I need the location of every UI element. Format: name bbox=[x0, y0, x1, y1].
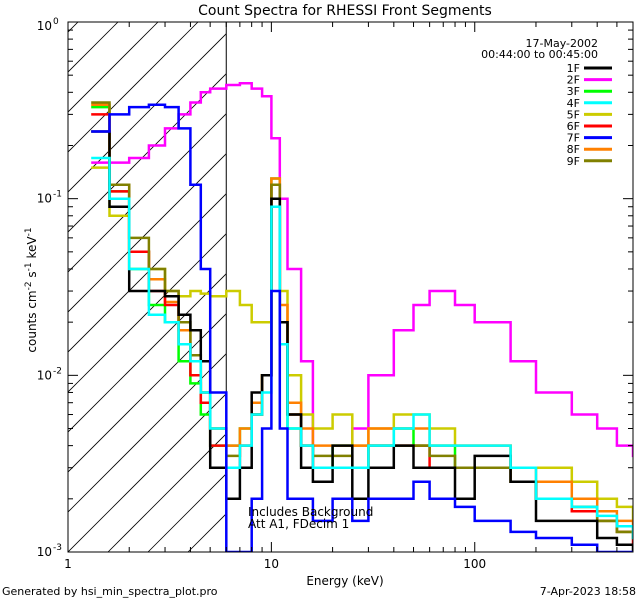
svg-text:counts cm-2 s-1 keV-1: counts cm-2 s-1 keV-1 bbox=[24, 227, 39, 352]
legend-label-8F: 8F bbox=[567, 143, 580, 156]
legend-label-7F: 7F bbox=[567, 132, 580, 145]
hatch-line bbox=[68, 153, 227, 313]
y-tick-label: 10 bbox=[37, 19, 52, 33]
legend-label-6F: 6F bbox=[567, 120, 580, 133]
series-1F-line bbox=[91, 130, 633, 552]
legend-label-4F: 4F bbox=[567, 97, 580, 110]
plot-frame bbox=[67, 21, 634, 553]
timestamp-text: 7-Apr-2023 18:58 bbox=[540, 585, 636, 598]
y-tick-exponent: -1 bbox=[53, 190, 62, 200]
legend-label-5F: 5F bbox=[567, 108, 580, 121]
y-tick-exponent: -3 bbox=[53, 543, 62, 553]
series-2F-line bbox=[91, 82, 633, 469]
series-6F-line bbox=[91, 113, 633, 546]
hatch-line bbox=[68, 393, 227, 552]
date-label: 17-May-2002 bbox=[526, 37, 598, 50]
chart-title: Count Spectra for RHESSI Front Segments bbox=[198, 3, 492, 19]
series-group bbox=[91, 82, 633, 552]
generated-by-text: Generated by hsi_min_spectra_plot.pro bbox=[2, 585, 218, 598]
series-9F-line bbox=[91, 101, 633, 540]
y-tick-label: 10 bbox=[37, 545, 52, 559]
y-tick-label: 10 bbox=[37, 192, 52, 206]
series-4F-line bbox=[91, 156, 633, 540]
hatch-line bbox=[628, 22, 640, 552]
hatch-line bbox=[68, 33, 227, 193]
time-range-label: 00:44:00 to 00:45:00 bbox=[481, 48, 598, 61]
legend-label-3F: 3F bbox=[567, 85, 580, 98]
hatch-line bbox=[68, 73, 227, 233]
x-tick-label: 1 bbox=[64, 557, 72, 571]
hatch-line bbox=[468, 22, 640, 552]
hatch-line bbox=[68, 22, 79, 33]
legend-label-1F: 1F bbox=[567, 62, 580, 75]
x-tick-label: 10 bbox=[264, 557, 279, 571]
x-axis-label: Energy (keV) bbox=[306, 574, 383, 588]
hatch-line bbox=[68, 193, 227, 353]
hatch-line bbox=[68, 313, 227, 473]
hatch-line bbox=[68, 233, 227, 393]
annotation-attenuator: Att A1, FDecim 1 bbox=[248, 517, 349, 531]
y-axis-label: counts cm-2 s-1 keV-1 bbox=[24, 227, 39, 352]
x-tick-label: 100 bbox=[463, 557, 486, 571]
annotation-background: Includes Background bbox=[248, 505, 373, 519]
hatch-line bbox=[107, 433, 227, 552]
series-7F-line bbox=[91, 103, 633, 552]
y-tick-exponent: -2 bbox=[53, 366, 62, 376]
y-tick-exponent: 0 bbox=[53, 17, 59, 27]
hatch-line bbox=[68, 273, 227, 433]
legend-label-9F: 9F bbox=[567, 155, 580, 168]
hatch-line bbox=[68, 353, 227, 513]
y-tick-label: 10 bbox=[37, 368, 52, 382]
hatch-line bbox=[68, 22, 159, 113]
legend-label-2F: 2F bbox=[567, 74, 580, 87]
